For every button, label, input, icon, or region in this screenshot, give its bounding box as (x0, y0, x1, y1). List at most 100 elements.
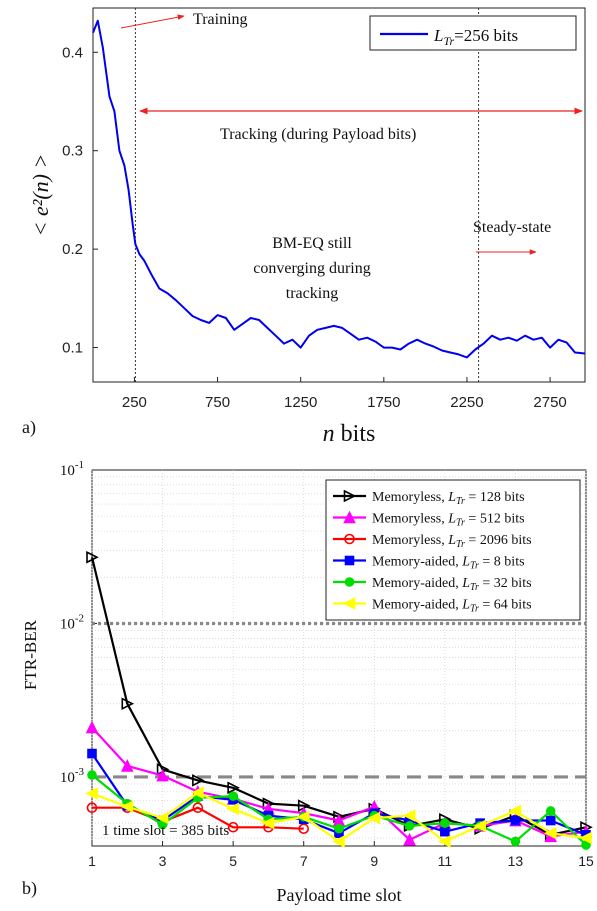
b-point-5-13 (508, 804, 522, 818)
b-ytick-label--1: 10-1 (60, 459, 84, 479)
b-series-memory-aided-l-tr-64-bits (85, 786, 592, 848)
a-xtick-label-750: 750 (205, 394, 230, 411)
panel-a-label: a) (22, 417, 36, 438)
annotation-steady-state: Steady-state (473, 219, 551, 236)
panel-a-xlabel: n bits (323, 421, 376, 447)
b-point-0-2 (121, 697, 135, 711)
b-xtick-label-3: 3 (159, 853, 167, 869)
panel-a-axes-box (92, 7, 586, 383)
panel-a-series (92, 19, 586, 359)
slot-size-note: 1 time slot = 385 bits (102, 823, 229, 839)
a-xtick-label-1250: 1250 (284, 394, 317, 411)
panel-b-label: b) (22, 878, 37, 899)
b-point-4-11 (440, 818, 450, 828)
b-point-2-4 (192, 802, 204, 814)
annotation-bmeq-line2: converging during (253, 260, 370, 277)
panel-a-legend: LTr=256 bits (369, 15, 577, 51)
b-point-0-1 (86, 550, 99, 564)
legend-entry-memory-aided-l-tr-64-bits: Memory-aided, LTr = 64 bits (333, 597, 532, 615)
a-ytick-label-0.1: 0.1 (62, 340, 83, 357)
b-ytick-label--3: 10-3 (60, 766, 85, 786)
b-point-3-11 (440, 826, 450, 837)
b-xtick-label-13: 13 (508, 853, 524, 869)
legend-marker-0 (343, 489, 357, 503)
legend-marker-5 (342, 597, 356, 610)
a-ytick-label-0.2: 0.2 (62, 241, 83, 258)
b-point-1-3 (156, 768, 169, 782)
panel-b-legend: Memoryless, LTr = 128 bits Memoryless, LT… (325, 479, 581, 621)
a-ytick-label-0.4: 0.4 (62, 44, 83, 61)
legend-entry-memoryless-l-tr-128-bits: Memoryless, LTr = 128 bits (333, 489, 525, 507)
b-point-5-3 (155, 811, 169, 825)
b-xtick-label-5: 5 (229, 853, 237, 869)
legend-entry-memoryless-l-tr-512-bits: Memoryless, LTr = 512 bits (333, 510, 525, 529)
b-xtick-label-11: 11 (438, 853, 453, 869)
panel-b-reference-lines (92, 621, 586, 779)
b-point-1-10 (403, 832, 416, 846)
annotation-tracking: Tracking (during Payload bits) (220, 126, 416, 143)
legend-marker-2 (344, 533, 355, 545)
b-point-0-4 (192, 774, 205, 787)
legend-label-0: Memoryless, LTr = 128 bits (372, 490, 525, 507)
panel-b-legend-box (325, 479, 581, 621)
b-xtick-label-7: 7 (300, 853, 308, 869)
b-point-5-4 (191, 786, 204, 799)
b-point-1-2 (120, 759, 134, 772)
b-point-0-5 (227, 781, 240, 795)
a-ytick-label-0.3: 0.3 (62, 143, 83, 160)
b-point-3-13 (510, 815, 521, 826)
b-point-5-1 (85, 787, 98, 800)
b-point-4-10 (404, 821, 415, 831)
b-point-5-2 (120, 800, 134, 813)
b-point-5-10 (402, 809, 416, 822)
b-point-3-14 (545, 815, 556, 826)
a-series-line-0 (92, 19, 586, 359)
b-point-5-5 (226, 802, 239, 816)
b-xtick-label-15: 15 (578, 853, 594, 869)
legend-entry-memoryless-l-tr-2096-bits: Memoryless, LTr = 2096 bits (333, 533, 532, 550)
b-point-5-15 (579, 831, 592, 845)
b-point-4-5 (228, 791, 238, 801)
b-point-3-1 (87, 748, 97, 759)
panel-b-series (85, 550, 593, 850)
panel-b-ylabel: FTR-BER (21, 619, 40, 690)
b-point-2-7 (298, 823, 310, 834)
b-point-4-8 (334, 823, 344, 834)
training-arrow (120, 14, 185, 29)
legend-label-3: Memory-aided, LTr = 8 bits (372, 555, 525, 572)
legend-label-5: Memory-aided, LTr = 64 bits (372, 598, 532, 615)
b-point-5-14 (543, 826, 557, 840)
b-xtick-label-9: 9 (370, 853, 378, 869)
annotation-bmeq-line1: BM-EQ still (272, 235, 352, 252)
b-point-1-1 (85, 720, 99, 734)
b-point-4-14 (545, 806, 556, 816)
b-point-5-8 (332, 835, 345, 848)
a-xtick-label-2750: 2750 (533, 394, 566, 411)
panel-a-ticks: 250 750 1250 1750 2250 2750 0.1 0.2 0.3 0.4 (62, 44, 567, 411)
b-ytick-label--2: 10-2 (60, 612, 84, 632)
b-xtick-label-1: 1 (88, 853, 96, 869)
b-point-4-1 (87, 770, 97, 780)
legend-marker-1 (343, 510, 356, 524)
panel-a: 250 750 1250 1750 2250 2750 0.1 0.2 0.3 0.4 Train… (22, 7, 586, 447)
legend-label-ltr256: LTr=256 bits (433, 26, 518, 48)
a-xtick-label-250: 250 (122, 394, 147, 411)
legend-label-2: Memoryless, LTr = 2096 bits (372, 533, 532, 550)
a-xtick-label-1750: 1750 (367, 394, 400, 411)
b-point-5-7 (296, 810, 310, 824)
annotation-bmeq-line3: tracking (286, 285, 338, 302)
legend-entry-memory-aided-l-tr-32-bits: Memory-aided, LTr = 32 bits (333, 576, 532, 593)
a-xtick-label-2250: 2250 (450, 394, 483, 411)
b-point-2-5 (227, 821, 239, 833)
panel-a-ylabel: < e²(n) > (28, 154, 53, 237)
legend-entry-memory-aided-l-tr-8-bits: Memory-aided, LTr = 8 bits (333, 555, 525, 572)
legend-label-4: Memory-aided, LTr = 32 bits (372, 576, 532, 593)
b-point-4-13 (510, 836, 521, 847)
b-point-5-11 (438, 835, 451, 848)
b-point-5-6 (261, 816, 275, 830)
b-point-5-12 (473, 819, 486, 833)
b-point-5-9 (367, 811, 381, 825)
